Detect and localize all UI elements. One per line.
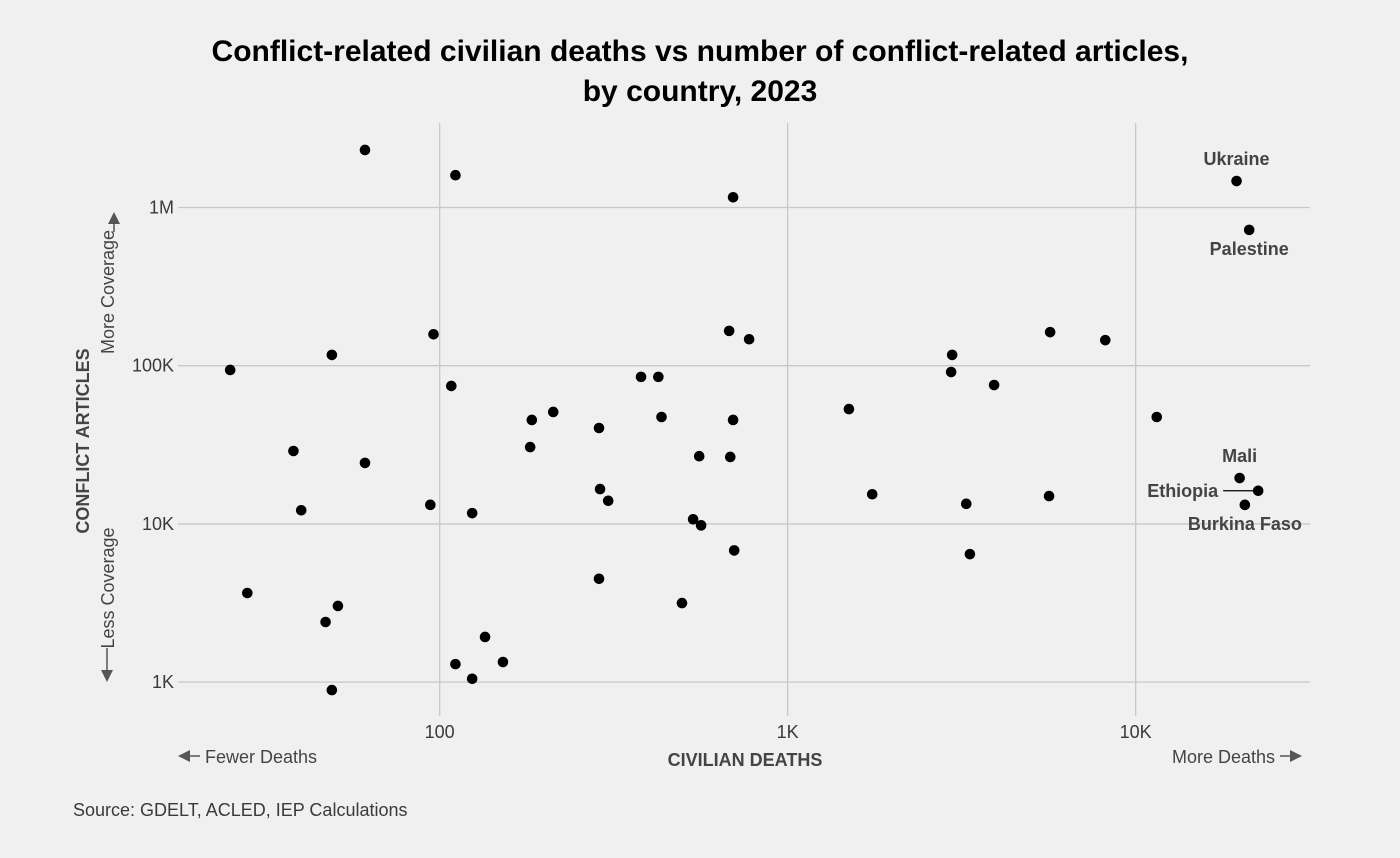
gridlines [178, 123, 1310, 716]
data-point[interactable] [593, 422, 605, 434]
arrow-right-icon [1290, 750, 1302, 762]
arrow-left-icon [178, 750, 190, 762]
x-axis-title: CIVILIAN DEATHS [668, 750, 823, 770]
data-point[interactable] [479, 631, 491, 643]
data-point[interactable] [743, 333, 755, 345]
point-label: Palestine [1210, 239, 1289, 259]
data-point[interactable] [524, 441, 536, 453]
point-label: Ukraine [1204, 149, 1270, 169]
data-point[interactable] [1044, 326, 1056, 338]
data-point[interactable] [466, 507, 478, 519]
y-tick-label: 10K [142, 514, 174, 534]
data-point[interactable] [326, 349, 338, 361]
data-point[interactable] [497, 656, 509, 668]
y-direction-high-label: More Coverage [98, 230, 118, 354]
data-point[interactable] [593, 573, 605, 585]
point-label: Mali [1222, 446, 1257, 466]
y-direction-low: Less Coverage [98, 527, 118, 648]
x-tick-label: 10K [1120, 722, 1152, 742]
data-point[interactable] [635, 371, 647, 383]
chart-title-line-1: Conflict-related civilian deaths vs numb… [211, 35, 1189, 68]
y-direction-low-label: Less Coverage [98, 527, 118, 648]
data-point[interactable] [728, 545, 740, 556]
data-point[interactable] [960, 498, 972, 510]
data-point[interactable] [656, 411, 667, 423]
data-point-palestine[interactable] [1243, 224, 1255, 236]
data-point[interactable] [946, 349, 958, 361]
arrow-down-icon [101, 670, 113, 682]
data-point[interactable] [843, 403, 855, 415]
data-point[interactable] [945, 366, 957, 378]
data-point[interactable] [724, 451, 736, 463]
data-point[interactable] [446, 380, 457, 392]
y-axis-ticks: 1K 10K 100K 1M [132, 197, 174, 692]
x-tick-label: 100 [425, 722, 455, 742]
data-point[interactable] [653, 371, 664, 383]
x-axis-ticks: 100 1K 10K [425, 722, 1152, 742]
data-point[interactable] [428, 328, 439, 340]
data-point[interactable] [687, 513, 699, 525]
data-point[interactable] [727, 191, 739, 203]
data-point-mali[interactable] [1234, 472, 1245, 484]
y-tick-label: 1K [152, 672, 174, 692]
data-point[interactable] [425, 499, 436, 511]
chart-title: Conflict-related civilian deaths vs numb… [0, 32, 1400, 112]
point-label: Ethiopia [1147, 481, 1219, 501]
x-direction-low-label: Fewer Deaths [205, 747, 317, 767]
data-point[interactable] [359, 457, 371, 469]
data-point[interactable] [332, 600, 344, 612]
point-label: Burkina Faso [1188, 514, 1302, 534]
data-point[interactable] [727, 414, 739, 426]
data-point-ukraine[interactable] [1231, 175, 1242, 187]
data-point[interactable] [1043, 490, 1055, 502]
data-point[interactable] [359, 144, 371, 156]
data-point-burkina-faso[interactable] [1239, 499, 1251, 511]
y-tick-label: 1M [149, 197, 174, 217]
data-point[interactable] [288, 445, 299, 457]
data-point[interactable] [676, 597, 688, 609]
chart-title-line-2: by country, 2023 [582, 75, 818, 108]
arrow-up-icon [108, 212, 120, 224]
data-point[interactable] [326, 684, 338, 696]
data-point[interactable] [866, 488, 878, 500]
x-direction-high-label: More Deaths [1172, 747, 1275, 767]
data-point[interactable] [695, 520, 707, 531]
y-axis-title: CONFLICT ARTICLES [73, 348, 93, 533]
data-point[interactable] [602, 495, 614, 507]
x-tick-label: 1K [777, 722, 799, 742]
data-point[interactable] [964, 548, 976, 560]
data-point[interactable] [723, 325, 735, 337]
source-note: Source: GDELT, ACLED, IEP Calculations [73, 800, 408, 820]
data-point[interactable] [1099, 334, 1111, 346]
data-point[interactable] [594, 483, 606, 495]
data-point[interactable] [320, 616, 331, 628]
data-point[interactable] [295, 504, 307, 516]
data-point[interactable] [224, 364, 236, 376]
data-point[interactable] [242, 587, 253, 599]
data-point[interactable] [547, 406, 559, 418]
data-point[interactable] [450, 658, 461, 670]
data-points [224, 144, 1264, 696]
data-point[interactable] [1151, 411, 1163, 423]
y-tick-label: 100K [132, 356, 174, 376]
data-point[interactable] [988, 379, 1000, 391]
y-direction-high: More Coverage [98, 230, 118, 354]
data-point[interactable] [693, 450, 705, 462]
data-point[interactable] [466, 673, 478, 685]
data-point[interactable] [526, 414, 538, 426]
data-point[interactable] [450, 169, 461, 181]
